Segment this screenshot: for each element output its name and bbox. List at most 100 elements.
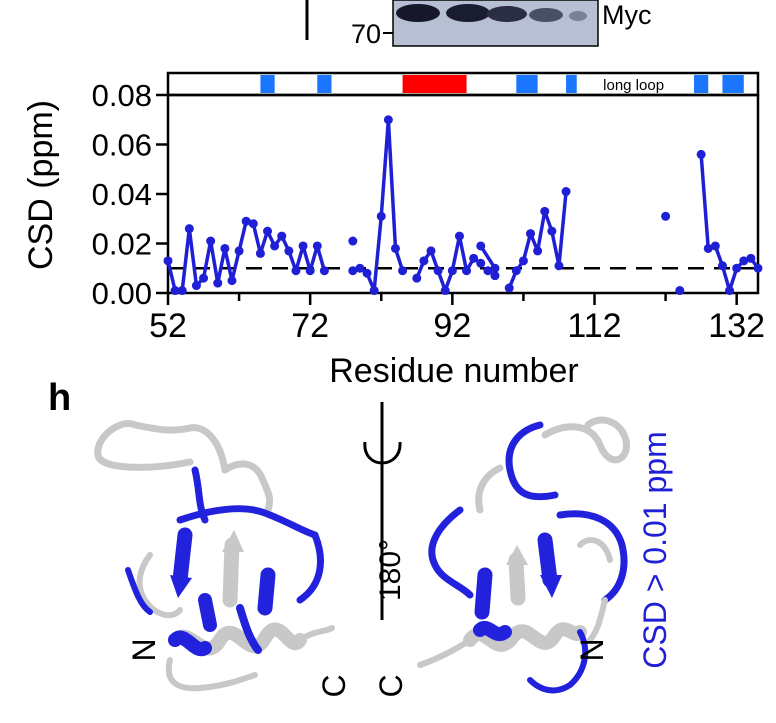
beta-strand-3: [474, 567, 493, 620]
data-point: [518, 256, 528, 266]
protein-structure-left: [94, 420, 335, 692]
y-tick-label: 0.08: [92, 78, 152, 113]
right-tail: [587, 597, 608, 643]
data-point: [241, 216, 251, 226]
y-tick-label: 0.06: [92, 128, 152, 163]
c-terminus-tail: [297, 625, 335, 643]
data-point: [383, 115, 393, 125]
panel-h: h N C 180°: [48, 377, 673, 698]
band-label: Myc: [602, 0, 652, 30]
csd-legend: CSD > 0.01 ppm: [637, 431, 673, 668]
data-point: [206, 236, 216, 246]
data-point: [255, 248, 265, 258]
data-point: [483, 266, 493, 276]
x-tick-label: 112: [567, 307, 621, 345]
data-point: [490, 263, 500, 273]
data-point: [533, 246, 543, 256]
csd-series: [163, 115, 763, 296]
data-point: [248, 219, 258, 229]
ss-strand-block: [566, 75, 577, 93]
x-axis: 52 72 92 112 132: [149, 293, 765, 345]
data-point: [234, 246, 244, 256]
y-axis: 0.00 0.02 0.04 0.06 0.08: [92, 78, 168, 311]
csd-chart: long loop 0.00 0.02 0.04 0.06 0.08 52 72 92 112…: [22, 71, 765, 390]
data-point: [305, 266, 315, 276]
data-point: [199, 273, 209, 283]
data-point: [504, 283, 514, 293]
data-point: [177, 286, 187, 296]
data-point: [490, 271, 500, 281]
helix-left-blue: [168, 630, 212, 657]
left-n-terminus: N: [126, 638, 162, 661]
data-point: [270, 241, 280, 251]
data-point: [319, 266, 329, 276]
data-point: [390, 243, 400, 253]
beta-strand-2: [222, 537, 240, 608]
ribbon-loop-gray-2: [475, 464, 504, 514]
data-point: [412, 273, 422, 283]
ribbon-loop-blue-1: [505, 421, 559, 501]
data-point: [540, 206, 550, 216]
x-axis-label: Residue number: [329, 352, 578, 390]
data-point: [454, 231, 464, 241]
data-point: [348, 236, 358, 246]
data-point: [696, 149, 706, 159]
western-blot-fragment: 70 Myc: [305, 0, 652, 49]
data-point: [675, 286, 685, 296]
data-point: [277, 231, 287, 241]
data-point: [746, 253, 756, 263]
data-point: [476, 258, 486, 268]
data-point: [561, 187, 571, 197]
data-point: [703, 243, 713, 253]
ribbon-loop-top-right: [221, 460, 274, 514]
x-tick-label: 132: [708, 307, 765, 345]
x-tick-label: 52: [149, 307, 187, 345]
blue-patch: [236, 604, 262, 654]
data-point: [440, 286, 450, 296]
data-point: [419, 256, 429, 266]
data-point: [362, 268, 372, 278]
blot-band: [487, 6, 527, 22]
series-line: [415, 234, 482, 293]
beta-strand-1: [537, 532, 558, 588]
secondary-structure-blocks: [260, 75, 744, 93]
data-point: [376, 211, 386, 221]
data-point: [526, 229, 536, 239]
beta-strand-3: [257, 567, 276, 616]
data-point: [191, 281, 201, 291]
data-point: [284, 246, 294, 256]
ss-strand-block: [694, 75, 709, 93]
data-point: [462, 266, 472, 276]
rotation-arrow-icon: [363, 441, 402, 465]
plot-frame: [166, 93, 760, 295]
ribbon-loop-blue-1: [176, 505, 324, 604]
protein-structure-right: [417, 416, 630, 694]
beta-strand-1-arrow: [540, 575, 562, 598]
data-point: [184, 224, 194, 234]
data-point: [398, 266, 408, 276]
ribbon-loop-left: [136, 552, 183, 619]
data-point: [476, 241, 486, 251]
beta-strand-1-arrow: [170, 575, 192, 598]
data-point: [511, 266, 521, 276]
beta-strand-2-arrow: [506, 545, 528, 565]
y-tick-label: 0.00: [92, 276, 152, 311]
data-point: [661, 211, 671, 221]
blot-band: [529, 8, 563, 22]
ribbon-loop-blue-2: [428, 506, 474, 599]
helix-right-blue: [473, 621, 512, 641]
data-point: [426, 246, 436, 256]
data-point: [227, 276, 237, 286]
y-tick-label: 0.04: [92, 177, 152, 212]
data-point: [213, 278, 223, 288]
data-point: [369, 286, 379, 296]
ss-strand-block: [516, 75, 538, 93]
long-loop-label: long loop: [603, 77, 664, 94]
beta-strand-2: [508, 552, 526, 606]
data-point: [433, 266, 443, 276]
ribbon-loop-blue-3: [556, 510, 628, 604]
ribbon-loop-blue-2: [191, 466, 209, 524]
data-point: [725, 286, 735, 296]
beta-strand-1: [172, 527, 193, 588]
